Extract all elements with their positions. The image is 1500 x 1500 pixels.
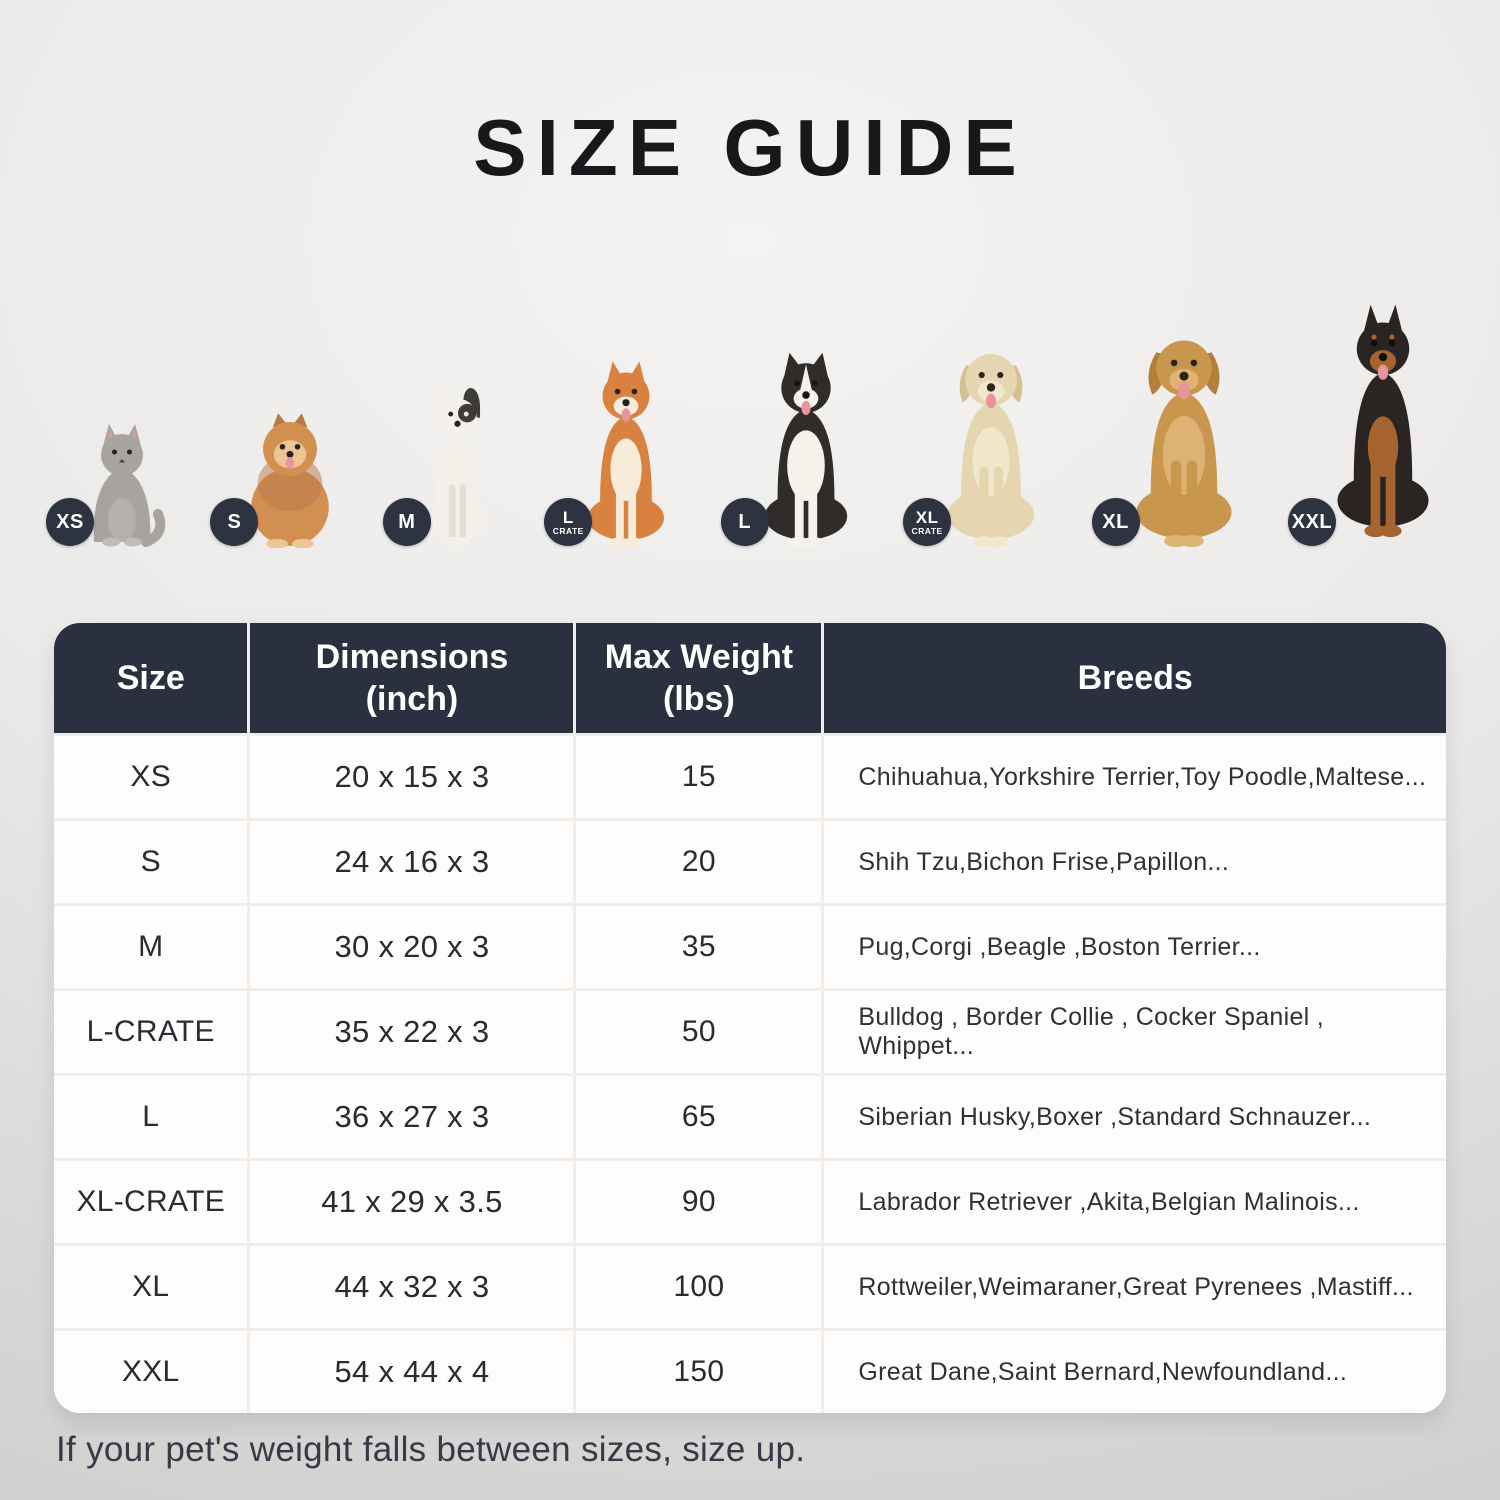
cell-breeds: Chihuahua,Yorkshire Terrier,Toy Poodle,M… [824,736,1446,818]
col-header-dimensions: Dimensions (inch) [250,623,574,733]
size-badge-m: M [382,498,431,546]
cell-breeds: Pug,Corgi ,Beagle ,Boston Terrier... [824,906,1446,988]
border-collie-illustration [764,352,847,548]
cell-breeds: Rottweiler,Weimaraner,Great Pyrenees ,Ma… [824,1246,1446,1328]
size-badge-xl: XL [1091,498,1140,546]
cell-max-weight: 100 [576,1246,822,1328]
golden-retriever-illustration [1136,340,1232,548]
cell-dimensions: 44 x 32 x 3 [250,1246,574,1328]
labrador-image: XL CRATE [903,338,1053,548]
french-bulldog-image: M [382,383,506,548]
cell-size: M [54,906,248,988]
size-badge-s: S [210,498,259,546]
size-badge-label: XL [915,507,939,527]
page-title: SIZE GUIDE [473,103,1027,192]
size-badge-label: XXL [1291,511,1333,533]
cell-dimensions: 20 x 15 x 3 [250,736,574,818]
cell-dimensions: 30 x 20 x 3 [250,906,574,988]
size-badge-label: S [227,511,242,533]
size-badge-xl-crate: XL CRATE [903,498,952,546]
cell-breeds: Bulldog , Border Collie , Cocker Spaniel… [824,991,1446,1073]
doberman-illustration [1337,304,1429,538]
sizing-footnote: If your pet's weight falls between sizes… [56,1430,806,1469]
cell-max-weight: 15 [576,736,822,818]
cell-max-weight: 35 [576,906,822,988]
pomeranian-illustration [251,413,330,548]
col-header-line1: Breeds [1077,658,1193,697]
size-badge-xs: XS [46,498,94,546]
col-header-line1: Dimensions [315,637,509,676]
cell-dimensions: 54 x 44 x 4 [250,1331,574,1413]
cell-max-weight: 20 [576,821,822,903]
shiba-inu-illustration [588,361,665,548]
golden-retriever-image: XL [1091,323,1250,548]
cell-size: XS [54,736,248,818]
cell-max-weight: 65 [576,1076,822,1158]
cell-dimensions: 41 x 29 x 3.5 [250,1161,574,1243]
pomeranian-image: S [210,408,344,548]
size-badge-l-crate: L CRATE [544,498,593,546]
cell-dimensions: 35 x 22 x 3 [250,991,574,1073]
col-header-max-weight: Max Weight (lbs) [576,623,822,733]
cell-size: S [54,821,248,903]
doberman-image: XXL [1287,293,1452,548]
size-guide-table: Size Dimensions (inch) Max Weight (lbs) Br… [54,623,1446,1413]
col-header-line1: Max Weight [604,637,794,676]
cat-image: XS [46,418,172,548]
cell-max-weight: 90 [576,1161,822,1243]
french-bulldog-illustration [426,387,489,546]
size-badge-label: XS [56,511,84,533]
col-header-breeds: Breeds [824,623,1446,733]
border-collie-image: L [720,348,865,548]
cell-max-weight: 150 [576,1331,822,1413]
cell-size: L [54,1076,248,1158]
col-header-size: Size [54,623,248,733]
cell-breeds: Great Dane,Saint Bernard,Newfoundland... [824,1331,1446,1413]
cell-breeds: Siberian Husky,Boxer ,Standard Schnauzer… [824,1076,1446,1158]
cell-dimensions: 36 x 27 x 3 [250,1076,574,1158]
cell-size: XL-CRATE [54,1161,248,1243]
cell-size: L-CRATE [54,991,248,1073]
size-badge-label: XL [1102,511,1129,533]
cell-max-weight: 50 [576,991,822,1073]
size-badge-l: L [720,498,769,546]
size-badge-label: M [398,511,416,533]
col-header-line2: (lbs) [663,680,735,718]
size-badge-xxl: XXL [1287,498,1336,546]
cat-illustration [93,424,166,547]
labrador-illustration [947,354,1035,548]
pet-size-lineup: XS S [46,286,1452,548]
size-badge-label: L [562,507,574,527]
col-header-line1: Size [116,658,185,697]
cell-dimensions: 24 x 16 x 3 [250,821,574,903]
shiba-inu-image: L CRATE [544,358,682,548]
size-badge-sublabel: CRATE [552,525,584,536]
size-badge-label: L [738,511,752,533]
cell-breeds: Shih Tzu,Bichon Frise,Papillon... [824,821,1446,903]
size-badge-sublabel: CRATE [911,525,943,536]
cell-breeds: Labrador Retriever ,Akita,Belgian Malino… [824,1161,1446,1243]
cell-size: XL [54,1246,248,1328]
col-header-line2: (inch) [365,680,459,718]
cell-size: XXL [54,1331,248,1413]
